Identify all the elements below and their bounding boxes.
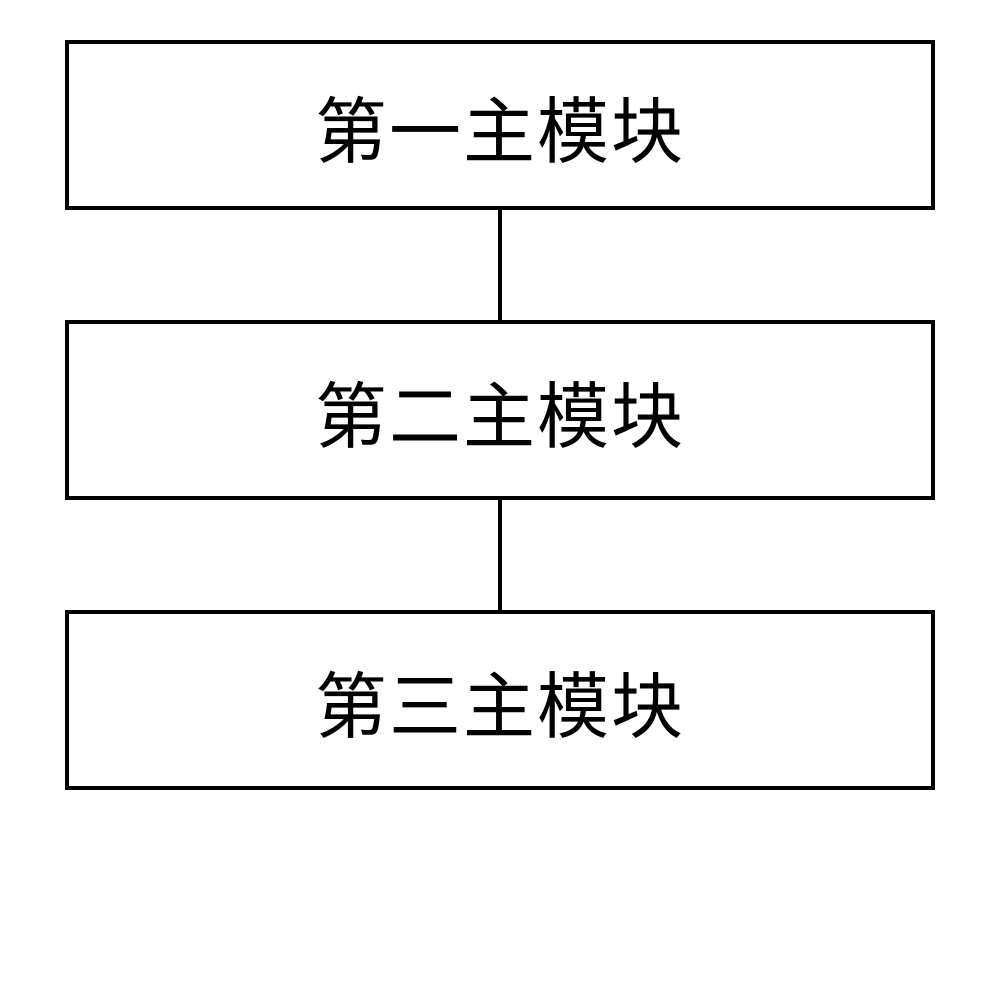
module-label-3: 第三主模块 (315, 648, 685, 753)
module-box-1: 第一主模块 (65, 40, 935, 210)
module-box-2: 第二主模块 (65, 320, 935, 500)
module-label-2: 第二主模块 (315, 358, 685, 463)
module-label-1: 第一主模块 (315, 73, 685, 178)
connector-2-3 (498, 500, 502, 610)
module-box-3: 第三主模块 (65, 610, 935, 790)
connector-1-2 (498, 210, 502, 320)
